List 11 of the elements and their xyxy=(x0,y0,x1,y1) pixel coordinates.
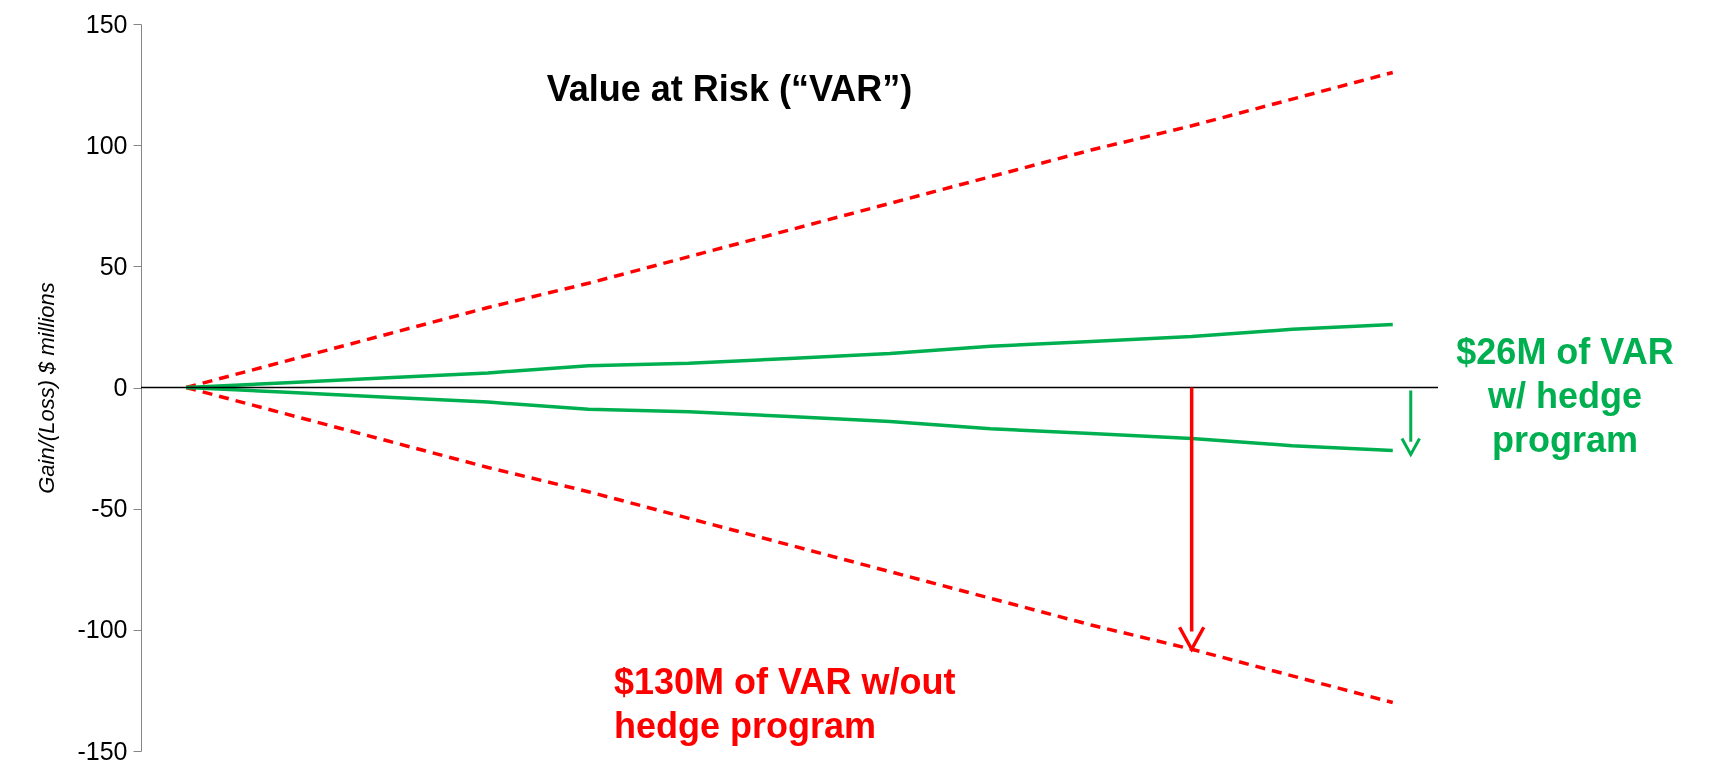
annotation: $130M of VAR w/out hedge program xyxy=(614,660,957,748)
y-tick-label: 0 xyxy=(113,373,128,401)
text: Value at Risk (“VAR”) xyxy=(546,68,913,109)
y-tick-label: 100 xyxy=(85,130,128,159)
y-tick-label: -50 xyxy=(91,494,128,523)
y-tick-label: -100 xyxy=(77,615,128,644)
y-tick-label: -150 xyxy=(77,736,128,765)
y-tick-label: 150 xyxy=(85,9,128,38)
y-tick-label: 50 xyxy=(99,251,128,280)
text: $26M of VAR w/ hedge program xyxy=(1455,330,1675,462)
y-axis-title: Gain/(Loss) $ millions xyxy=(34,282,60,494)
